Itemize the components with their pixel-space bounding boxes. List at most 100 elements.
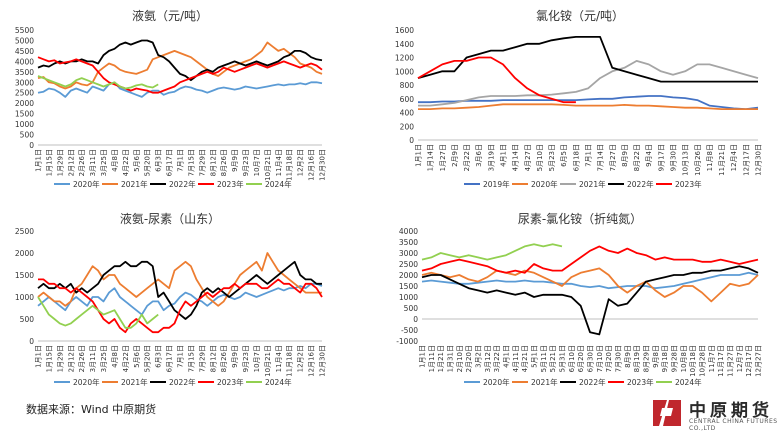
- x-tick-label: 4月8日: [111, 345, 119, 368]
- x-tick-label: 3月22日: [493, 345, 501, 372]
- x-tick-label: 12月27日: [755, 345, 763, 377]
- x-tick-label: 7月29日: [198, 345, 206, 372]
- y-tick-label: 400: [400, 109, 415, 118]
- x-tick-label: 12月2日: [297, 149, 305, 176]
- chart-svg: 尿素-氯化铵（折纯氮） -1000 -500 0 500 1000 1500 2000 2500…: [396, 211, 763, 387]
- y-tick-label: 2000: [15, 249, 34, 258]
- x-tick-label: 6月20日: [577, 345, 585, 372]
- chart-svg: 氯化铵（元/吨） 0 200 400 600 800 1000 1200 1400 1600 1月1…: [395, 8, 763, 189]
- x-tick-label: 3月11日: [89, 345, 97, 372]
- x-tick-label: 1月11日: [428, 345, 436, 372]
- x-tick-label: 6月5日: [560, 144, 568, 167]
- x-tick-label: 11月4日: [275, 345, 283, 372]
- y-tick-label: 1000: [15, 293, 34, 302]
- x-tick-label: 11月7日: [708, 345, 716, 372]
- x-tick-label: 8月29日: [643, 345, 651, 372]
- x-tick-label: 1月1日: [415, 144, 423, 167]
- series-line-2022年: [421, 265, 759, 336]
- y-tick-label: 5000: [15, 36, 34, 45]
- x-tick-label: 9月23日: [242, 345, 250, 372]
- x-tick-label: 10月26日: [694, 144, 702, 176]
- x-tick-label: 9月17日: [657, 144, 665, 171]
- y-tick-label: 1400: [395, 40, 414, 49]
- y-tick-label: 800: [400, 81, 415, 90]
- legend-label: 2020年: [73, 377, 100, 387]
- legend-label: 2021年: [121, 377, 148, 387]
- x-tick-label: 5月20日: [144, 345, 152, 372]
- chart-ammonium-chloride: 氯化铵（元/吨） 0 200 400 600 800 1000 1200 1400 1600 1月1…: [380, 0, 780, 195]
- legend-label: 2024年: [265, 377, 292, 387]
- company-logo: 中原期货 CENTRAL CHINA FUTURES CO.,LTD: [649, 396, 779, 432]
- x-tick-label: 6月3日: [155, 149, 163, 172]
- x-tick-label: 10月7日: [253, 149, 261, 176]
- x-tick-label: 6月10日: [568, 345, 576, 372]
- x-tick-label: 1月1日: [35, 149, 43, 172]
- x-tick-label: 7月15日: [187, 345, 195, 372]
- y-tick-label: 200: [400, 122, 415, 131]
- x-tick-label: 4月1日: [500, 144, 508, 167]
- x-tick-label: 5月23日: [548, 144, 556, 171]
- series-line-2020年: [418, 103, 758, 110]
- series-line-2023年: [37, 56, 323, 94]
- series-line-2023年: [417, 56, 576, 104]
- x-tick-label: 8月19日: [633, 345, 641, 372]
- legend-label: 2020年: [531, 179, 558, 189]
- x-tick-label: 1月21日: [437, 345, 445, 372]
- x-tick-label: 9月4日: [645, 144, 653, 167]
- series-line-2021年: [421, 267, 759, 303]
- legend-label: 2021年: [531, 377, 558, 387]
- legend-label: 2023年: [627, 377, 654, 387]
- x-tick-label: 5月6日: [133, 149, 141, 172]
- x-tick-label: 7月20日: [605, 345, 613, 372]
- legend-label: 2021年: [121, 179, 148, 189]
- x-tick-label: 9月18日: [661, 345, 669, 372]
- x-tick-label: 3月11日: [89, 149, 97, 176]
- x-tick-label: 10月8日: [680, 345, 688, 372]
- x-tick-label: 6月3日: [155, 345, 163, 368]
- x-tick-label: 9月28日: [671, 345, 679, 372]
- legend-label: 2022年: [169, 377, 196, 387]
- x-tick-label: 2月22日: [463, 144, 471, 171]
- x-tick-label: 7月1日: [585, 144, 593, 167]
- y-tick-label: 500: [404, 304, 419, 313]
- y-tick-label: 3500: [15, 68, 34, 77]
- y-tick-label: 1000: [15, 120, 34, 129]
- series-line-2021年: [37, 41, 323, 90]
- x-tick-label: 2月26日: [78, 149, 86, 176]
- data-source-note: 数据来源：Wind 中原期货: [26, 403, 157, 416]
- y-tick-label: 2500: [15, 227, 34, 236]
- x-tick-label: 1月1日: [35, 345, 43, 368]
- x-tick-label: 12月7日: [736, 345, 744, 372]
- legend-label: 2023年: [217, 377, 244, 387]
- y-tick-label: 3000: [399, 249, 418, 258]
- x-tick-label: 7月29日: [198, 149, 206, 176]
- x-tick-label: 4月22日: [122, 149, 130, 176]
- chart-ammonia-urea-spread: 液氨-尿素（山东） 0 500 1000 1500 2000 2500 1月1日 1月15日 1月…: [0, 203, 340, 393]
- x-tick-label: 11月17日: [717, 345, 725, 377]
- x-tick-label: 3月2日: [475, 345, 483, 368]
- y-tick-label: 600: [400, 95, 415, 104]
- chart-title: 尿素-氯化铵（折纯氮）: [518, 211, 642, 226]
- x-tick-label: 3月25日: [100, 345, 108, 372]
- y-tick-label: 1500: [15, 110, 34, 119]
- y-tick-label: 1000: [399, 293, 418, 302]
- x-tick-label: 4月8日: [111, 149, 119, 172]
- x-tick-label: 10月18日: [689, 345, 697, 377]
- x-tick-label: 12月16日: [308, 149, 316, 181]
- series-line-2022年: [417, 36, 758, 83]
- x-tick-label: 1月31日: [447, 345, 455, 372]
- legend-label: 2023年: [217, 179, 244, 189]
- y-tick-label: 500: [20, 315, 35, 324]
- series-line-2021年: [418, 60, 759, 107]
- x-tick-label: 9月23日: [242, 149, 250, 176]
- x-tick-label: 2月12日: [67, 345, 75, 372]
- series-line-2020年: [37, 282, 323, 316]
- y-tick-label: 0: [409, 136, 414, 145]
- x-tick-label: 11月27日: [727, 345, 735, 377]
- y-tick-label: 2000: [399, 271, 418, 280]
- x-tick-label: 1月29日: [56, 149, 64, 176]
- y-tick-label: 1600: [395, 26, 414, 35]
- x-tick-label: 5月11日: [540, 345, 548, 372]
- y-tick-label: 1000: [395, 67, 414, 76]
- y-tick-label: 0: [29, 337, 34, 346]
